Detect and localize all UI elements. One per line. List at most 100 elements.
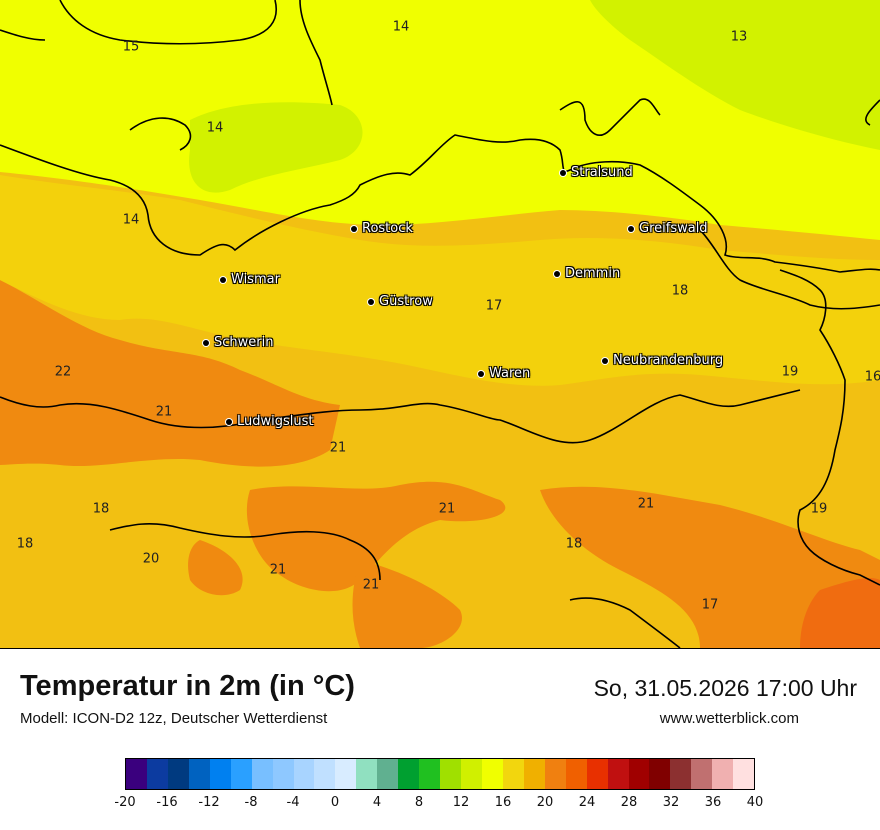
temperature-label: 21 [438, 501, 456, 517]
map-title: Temperatur in 2m (in °C) [20, 670, 355, 702]
legend-tick-label: -20 [114, 795, 136, 810]
temperature-field [0, 0, 880, 648]
temperature-label: 17 [701, 597, 719, 613]
temperature-label: 14 [206, 120, 224, 136]
legend-tick-label: 40 [746, 795, 764, 810]
legend-swatch [251, 759, 273, 789]
legend-tick-label: 16 [494, 795, 512, 810]
city-marker [220, 276, 226, 283]
legend-swatch [126, 759, 147, 789]
legend-swatch [188, 759, 210, 789]
city-marker [478, 370, 484, 377]
city-marker [351, 225, 357, 232]
color-legend [125, 758, 755, 790]
legend-swatch [649, 759, 671, 789]
legend-swatch [712, 759, 734, 789]
temperature-label: 21 [329, 440, 347, 456]
temperature-label: 21 [637, 496, 655, 512]
city-waren: Waren [478, 366, 530, 381]
city-marker [226, 418, 232, 425]
temperature-label: 19 [781, 364, 799, 380]
temperature-label: 18 [565, 536, 583, 552]
model-info: Modell: ICON-D2 12z, Deutscher Wetterdie… [20, 710, 328, 727]
legend-tick-label: 0 [330, 795, 340, 810]
city-marker [628, 225, 634, 232]
legend-tick-label: -12 [198, 795, 220, 810]
legend-tick-label: 28 [620, 795, 638, 810]
city-marker [602, 357, 608, 364]
legend-swatch [398, 759, 420, 789]
legend-swatch [502, 759, 524, 789]
legend-swatch [461, 759, 482, 789]
legend-tick-label: 8 [414, 795, 424, 810]
temp-zone-17 [0, 175, 880, 386]
legend-swatch [691, 759, 713, 789]
legend-tick-label: -16 [156, 795, 178, 810]
legend-swatch [209, 759, 231, 789]
temperature-label: 14 [392, 19, 410, 35]
city-demmin: Demmin [554, 266, 620, 281]
legend-swatch [230, 759, 252, 789]
temperature-label: 16 [864, 369, 880, 385]
legend-swatch [481, 759, 503, 789]
city-wismar: Wismar [220, 272, 280, 287]
city-marker [554, 270, 560, 277]
temp-zone-22 [0, 280, 340, 467]
forecast-datetime: So, 31.05.2026 17:00 Uhr [593, 675, 857, 701]
legend-swatch [586, 759, 608, 789]
city-marker [368, 298, 374, 305]
legend-tick-label: -4 [286, 795, 300, 810]
legend-tick-label: 4 [372, 795, 382, 810]
city-greifswald: Greifswald [628, 221, 708, 236]
temperature-label: 13 [730, 29, 748, 45]
temperature-label: 17 [485, 298, 503, 314]
legend-swatch [356, 759, 378, 789]
legend-swatch [314, 759, 336, 789]
legend-swatch [670, 759, 692, 789]
legend-tick-label: 20 [536, 795, 554, 810]
legend-swatch [628, 759, 650, 789]
legend-swatch [377, 759, 399, 789]
coastline [0, 0, 880, 648]
temp-zone-13 [590, 0, 880, 150]
temperature-label: 21 [362, 577, 380, 593]
legend-tick-label: 36 [704, 795, 722, 810]
city-marker [560, 169, 566, 176]
temp-zone-14 [189, 102, 363, 193]
legend-tick-label: 12 [452, 795, 470, 810]
website-link[interactable]: www.wetterblick.com [659, 710, 799, 727]
legend-swatch [733, 759, 755, 789]
city-neubrandenburg: Neubrandenburg [602, 353, 723, 368]
temperature-label: 19 [810, 501, 828, 517]
legend-ticks: -20 -16 -12 -8 -4 0 4 8 12 16 20 24 28 32 36 40 [114, 795, 763, 811]
temperature-label: 20 [142, 551, 160, 567]
legend-swatch [607, 759, 629, 789]
temperature-label: 18 [92, 501, 110, 517]
temperature-map: Stralsund Rostock Greifswald Wismar Demm… [0, 0, 880, 649]
legend-swatch [440, 759, 461, 789]
legend-swatch [544, 759, 566, 789]
legend-tick-label: 24 [578, 795, 596, 810]
city-ludwigslust: Ludwigslust [226, 414, 314, 429]
legend-swatch [293, 759, 315, 789]
city-stralsund: Stralsund [560, 165, 633, 180]
city-rostock: Rostock [351, 221, 413, 236]
legend-swatch [167, 759, 189, 789]
temperature-label: 14 [122, 212, 140, 228]
legend-swatch [565, 759, 587, 789]
legend-swatch [335, 759, 357, 789]
city-guestrow: Güstrow [368, 294, 433, 309]
temperature-label: 18 [671, 283, 689, 299]
city-marker [203, 339, 209, 346]
temperature-label: 18 [16, 536, 34, 552]
temperature-label: 21 [269, 562, 287, 578]
legend-swatch [272, 759, 294, 789]
city-schwerin: Schwerin [203, 335, 273, 350]
legend-tick-label: 32 [662, 795, 680, 810]
temperature-label: 21 [155, 404, 173, 420]
temperature-label: 22 [54, 364, 72, 380]
legend-swatch [523, 759, 545, 789]
legend-swatch [146, 759, 168, 789]
temperature-label: 15 [122, 39, 140, 55]
legend-tick-label: -8 [244, 795, 258, 810]
